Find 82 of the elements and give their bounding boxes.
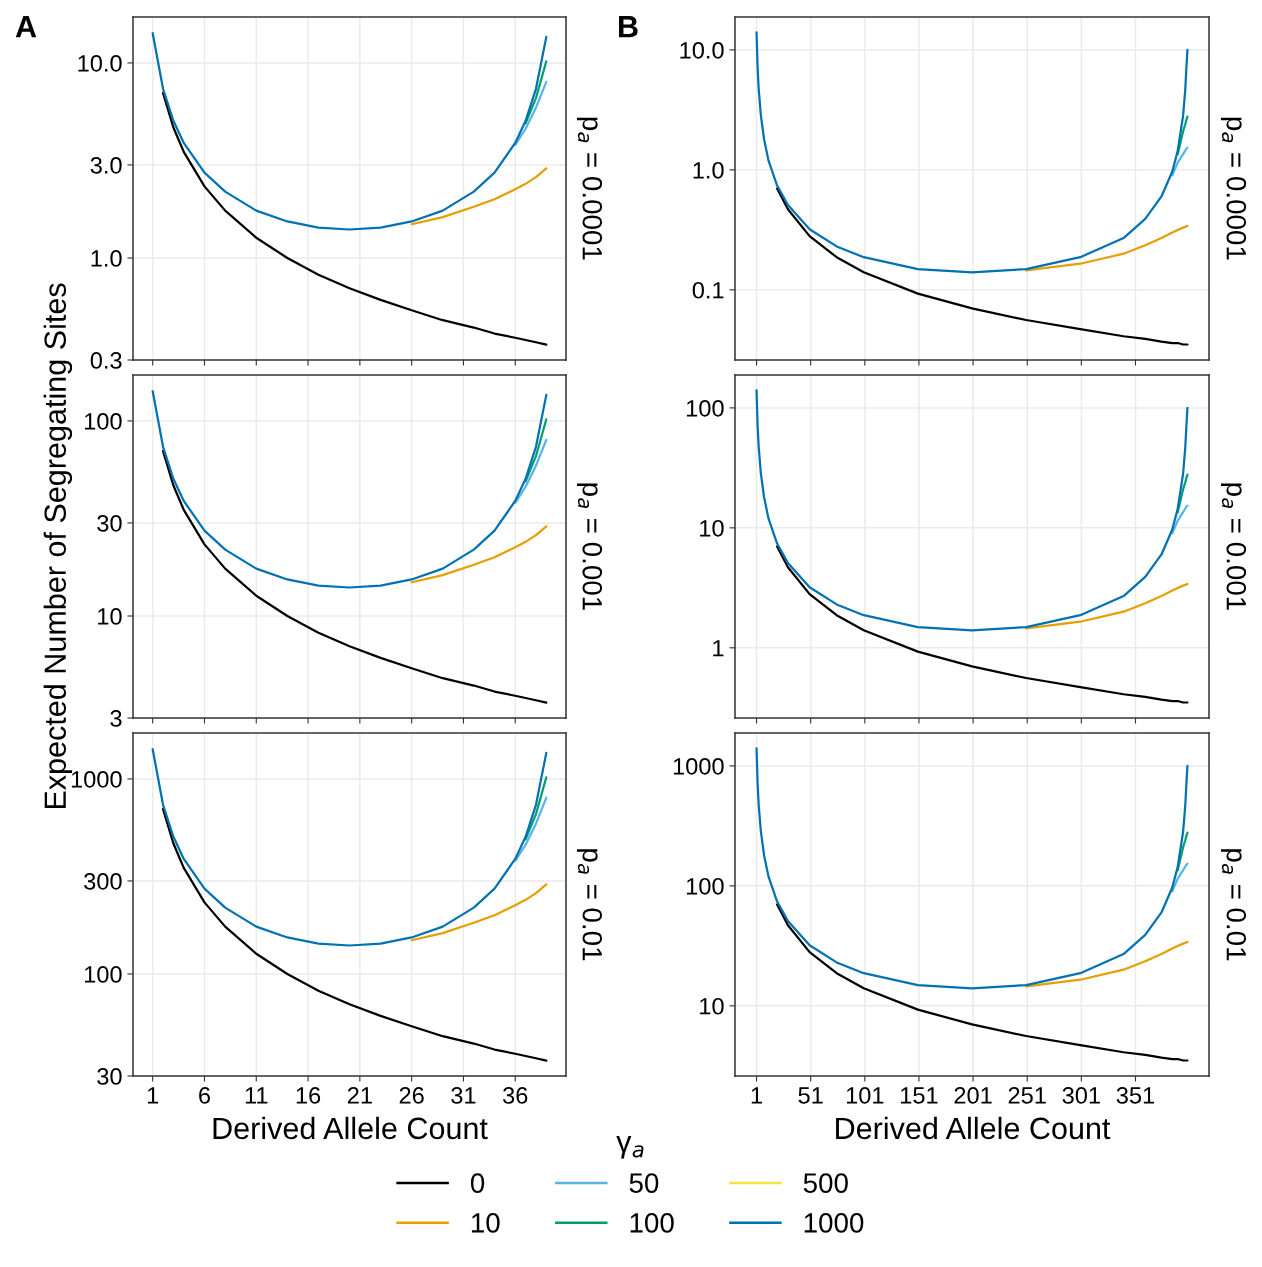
x-tick-label: 26 xyxy=(399,1087,424,1104)
y-tick-label: 30 xyxy=(97,515,122,532)
line-series xyxy=(151,748,548,947)
line-series xyxy=(1176,115,1189,156)
line-series xyxy=(776,545,1189,704)
y2-axis-title: p$_{a}$ = 0.0001 xyxy=(576,117,603,260)
y-tick-label: 1000 xyxy=(673,757,724,775)
y2-axis-title: p$_{a}$ = 0.01 xyxy=(1220,849,1247,961)
line-series xyxy=(514,796,548,863)
line-series xyxy=(776,187,1189,346)
x-tick-label: 51 xyxy=(798,1087,823,1104)
x-tick-label: 301 xyxy=(1062,1087,1100,1104)
x-tick-label: 21 xyxy=(347,1087,372,1104)
line-series xyxy=(151,32,548,231)
line-series xyxy=(161,808,548,1062)
x-tick-label: 1 xyxy=(147,1087,159,1104)
x-tick-label: 101 xyxy=(846,1087,884,1104)
y-tick-label: 10 xyxy=(700,997,724,1015)
line-series xyxy=(161,92,548,346)
y2-axis-title: p$_{a}$ = 0.001 xyxy=(576,483,603,610)
y-tick-label: 0.3 xyxy=(90,352,122,369)
line-series xyxy=(1025,582,1189,630)
y2-axis-title: p$_{a}$ = 0.01 xyxy=(576,849,603,961)
y-tick-label: 10.0 xyxy=(680,41,724,59)
x-tick-label: 201 xyxy=(954,1087,992,1104)
y-tick-label: 100 xyxy=(686,399,724,417)
line-series xyxy=(1025,224,1189,272)
line-series xyxy=(1171,146,1189,177)
y-tick-label: 1.0 xyxy=(91,250,122,267)
legend-title: γ$_{a}$ xyxy=(616,1136,644,1159)
line-series xyxy=(514,438,548,505)
x-tick-label: 1 xyxy=(751,1087,762,1104)
y-tick-label: 300 xyxy=(84,873,122,890)
y-axis-title: Expected Number of Segregating Sites xyxy=(43,283,73,809)
x-tick-label: 36 xyxy=(503,1087,528,1104)
line-series xyxy=(1171,504,1189,535)
legend-label: 1000 xyxy=(804,1213,864,1233)
line-series xyxy=(514,80,548,147)
y2-axis-title: p$_{a}$ = 0.0001 xyxy=(1220,117,1247,260)
legend-label: 10 xyxy=(471,1213,500,1233)
text: B xyxy=(619,16,638,38)
line-series xyxy=(755,747,1189,990)
y-tick-label: 1.0 xyxy=(693,161,724,179)
line-series xyxy=(755,31,1189,274)
y-tick-label: 10 xyxy=(98,608,122,625)
y-tick-label: 100 xyxy=(686,877,724,895)
line-series xyxy=(1025,940,1189,988)
line-series xyxy=(161,450,548,704)
y-tick-label: 3 xyxy=(110,710,122,727)
y2-axis-title: p$_{a}$ = 0.001 xyxy=(1220,483,1247,610)
line-series xyxy=(151,390,548,589)
y-tick-label: 10 xyxy=(700,519,724,537)
y-tick-label: 3.0 xyxy=(90,157,122,174)
line-series xyxy=(410,167,548,226)
line-series xyxy=(410,525,548,584)
x-tick-label: 31 xyxy=(451,1087,476,1104)
y-tick-label: 10.0 xyxy=(78,55,122,72)
x-tick-label: 11 xyxy=(245,1087,268,1104)
line-series xyxy=(1176,831,1189,872)
legend-label: 500 xyxy=(803,1173,848,1193)
x-tick-label: 16 xyxy=(296,1087,321,1104)
line-series xyxy=(1171,862,1189,893)
line-series xyxy=(410,883,548,942)
line-series xyxy=(776,903,1189,1062)
y-tick-label: 1 xyxy=(713,640,724,657)
line-series xyxy=(1176,473,1189,514)
x-axis-title: Derived Allele Count xyxy=(213,1116,488,1140)
y-tick-label: 100 xyxy=(84,966,122,983)
x-tick-label: 351 xyxy=(1116,1087,1155,1104)
x-tick-label: 151 xyxy=(901,1087,938,1104)
y-tick-label: 1000 xyxy=(71,771,122,788)
x-tick-label: 251 xyxy=(1008,1087,1046,1104)
x-axis-title: Derived Allele Count xyxy=(836,1116,1111,1140)
y-tick-label: 30 xyxy=(97,1068,122,1085)
legend-label: 50 xyxy=(629,1173,659,1193)
line-series xyxy=(755,389,1189,632)
text: A xyxy=(15,16,37,38)
x-tick-label: 6 xyxy=(199,1087,210,1104)
legend-label: 0 xyxy=(470,1173,485,1193)
y-tick-label: 100 xyxy=(84,413,122,430)
legend-label: 100 xyxy=(630,1213,674,1233)
y-tick-label: 0.1 xyxy=(692,281,724,299)
